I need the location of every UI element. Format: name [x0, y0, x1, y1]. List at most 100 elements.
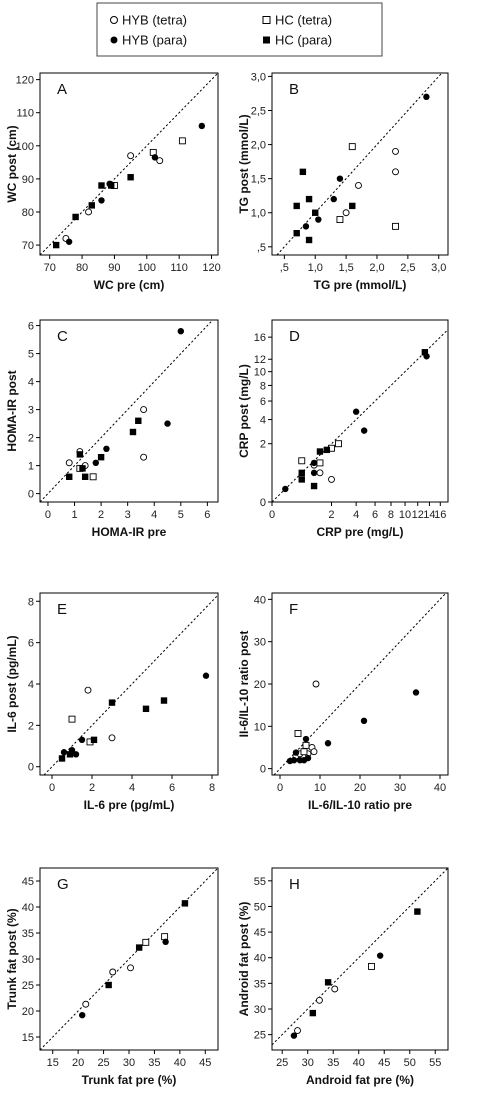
panel-d-x-tick-label: 16: [434, 509, 446, 521]
panel-e-point: [108, 699, 116, 706]
panel-c-x-tick-label: 5: [178, 509, 184, 521]
panel-d-series-hyb-tetra: [310, 461, 335, 483]
panel-a-point: [151, 154, 159, 161]
panel-d-series-hc-tetra: [298, 440, 342, 467]
panel-g-x-tick-label: 20: [72, 1057, 84, 1069]
panel-b-point: [423, 93, 430, 101]
panel-e-point: [72, 751, 80, 758]
panel-e-x-tick-label: 0: [49, 782, 55, 794]
panel-b-series-hc-para: [293, 168, 356, 244]
panel-a-point: [127, 174, 134, 181]
panel-a-letter: A: [57, 81, 67, 98]
panel-g-y-tick-label: 15: [22, 1032, 34, 1044]
panel-h-y-tick-label: 55: [254, 876, 266, 888]
panel-a-point: [98, 197, 105, 204]
panel-c: 0 1 2 3 4 5 6 0 1 2 3 4 5 6 C HOMA-IR pre HOMA-IR post: [5, 319, 219, 539]
panel-h-y-tick-label: 30: [254, 1004, 266, 1016]
panel-h-letter: H: [289, 876, 300, 893]
panel-d-x-tick-label: 8: [388, 509, 394, 521]
panel-f-point: [304, 754, 312, 762]
panel-e-y-tick-label: 0: [28, 762, 34, 774]
panel-d-x-tick-label: 0: [269, 509, 275, 521]
panel-d-y-tick-label: 4: [260, 415, 266, 427]
panel-d-series-hyb-para: [282, 353, 430, 493]
panel-f-y-tick-label: 20: [254, 679, 266, 691]
panel-f-x-tick-label: 30: [394, 782, 406, 794]
panel-h-x-axis-label: Android fat pre (%): [306, 1073, 414, 1087]
panel-f-x-tick-label: 40: [434, 782, 446, 794]
panel-b-point: [348, 143, 356, 151]
legend-label-hyb-para: HYB (para): [122, 33, 187, 48]
panel-c-y-tick-label: 2: [28, 433, 34, 445]
panel-d-letter: D: [289, 328, 300, 345]
panel-d-point: [421, 349, 429, 356]
panel-a-y-tick-label: 110: [16, 108, 34, 120]
panel-c-point: [140, 453, 148, 461]
panel-d-y-axis-label: CRP post (mg/L): [237, 364, 251, 458]
panel-g-x-tick-label: 45: [199, 1057, 211, 1069]
panel-c-point: [81, 473, 89, 480]
panel-b-point: [349, 202, 356, 210]
panel-f-series-hc-tetra: [294, 730, 310, 756]
panel-e-point: [78, 736, 86, 744]
panel-f-y-axis-label: II-6/IL-10 ratio post: [237, 631, 251, 738]
panel-c-x-tick-label: 1: [71, 509, 77, 521]
legend-label-hc-para: HC (para): [275, 33, 332, 48]
panel-f-point: [324, 740, 332, 747]
panel-c-point: [164, 420, 171, 427]
panel-c-point: [92, 459, 99, 466]
panel-c-y-tick-label: 4: [28, 377, 34, 389]
panel-f-y-tick-label: 40: [254, 594, 266, 606]
panel-b-x-tick-label: 2,0: [369, 262, 384, 274]
panel-b-x-tick-label: 1,5: [338, 262, 353, 274]
panel-a-identity-line: [39, 72, 219, 256]
panel-a-x-axis-label: WC pre (cm): [94, 278, 165, 292]
panel-g-y-tick-label: 30: [22, 954, 34, 966]
panel-f-point: [294, 730, 302, 737]
panel-b-y-tick-label: 1,5: [251, 174, 266, 186]
panel-f-point: [302, 735, 310, 743]
panel-h-point: [368, 962, 375, 970]
panel-e-y-tick-label: 4: [28, 679, 34, 691]
panel-e-point: [142, 705, 150, 713]
panel-f-x-tick-label: 0: [277, 782, 283, 794]
legend: HYB (tetra) HC (tetra) HYB (para) HC (pa…: [96, 2, 383, 57]
legend-marker-hc-tetra: [262, 16, 271, 24]
panel-d-point: [335, 440, 342, 448]
panel-h-x-tick-label: 40: [353, 1057, 365, 1069]
panel-a-point: [52, 241, 60, 249]
panel-g-y-tick-label: 35: [22, 928, 34, 940]
panel-h: 25 30 35 40 45 50 55 25 30 35 40 45 50 55 H Android fat…: [237, 867, 449, 1087]
panel-h-identity-line: [271, 867, 449, 1046]
panel-d-point: [310, 469, 318, 477]
panel-c-y-tick-label: 6: [28, 321, 34, 333]
panel-b-point: [293, 229, 300, 237]
panel-a-x-tick-label: 120: [202, 262, 220, 274]
panel-a-series-hyb-tetra: [62, 152, 164, 242]
panel-a-point: [85, 208, 92, 216]
panel-g-point: [181, 900, 189, 907]
panel-f-x-tick-label: 20: [354, 782, 366, 794]
panel-b-y-tick-label: 2,5: [251, 105, 266, 117]
legend-label-hyb-tetra: HYB (tetra): [122, 13, 187, 28]
panel-c-x-tick-label: 4: [151, 509, 157, 521]
panel-b-point: [330, 195, 337, 203]
panel-d-point: [323, 446, 331, 454]
panel-e-point: [58, 755, 66, 762]
panel-h-y-tick-label: 35: [254, 978, 266, 990]
panel-a-y-tick-label: 70: [22, 240, 34, 252]
panel-h-series-hc-tetra: [368, 962, 375, 970]
panel-c-frame: [39, 319, 219, 503]
panel-b-point: [305, 195, 313, 203]
panel-h-y-tick-label: 50: [254, 901, 266, 913]
panel-h-x-tick-label: 50: [404, 1057, 416, 1069]
panel-a: 70 80 90 100 110 120 70 80 90 100 110 120 A WC pre (c…: [5, 72, 221, 292]
panel-g-y-tick-label: 25: [22, 980, 34, 992]
panel-g-point: [105, 981, 112, 989]
panel-c-x-tick-label: 3: [125, 509, 131, 521]
panel-c-point: [97, 454, 105, 461]
panel-b-point: [305, 236, 313, 244]
panel-g-point: [162, 938, 169, 946]
panel-f-point: [412, 689, 420, 696]
